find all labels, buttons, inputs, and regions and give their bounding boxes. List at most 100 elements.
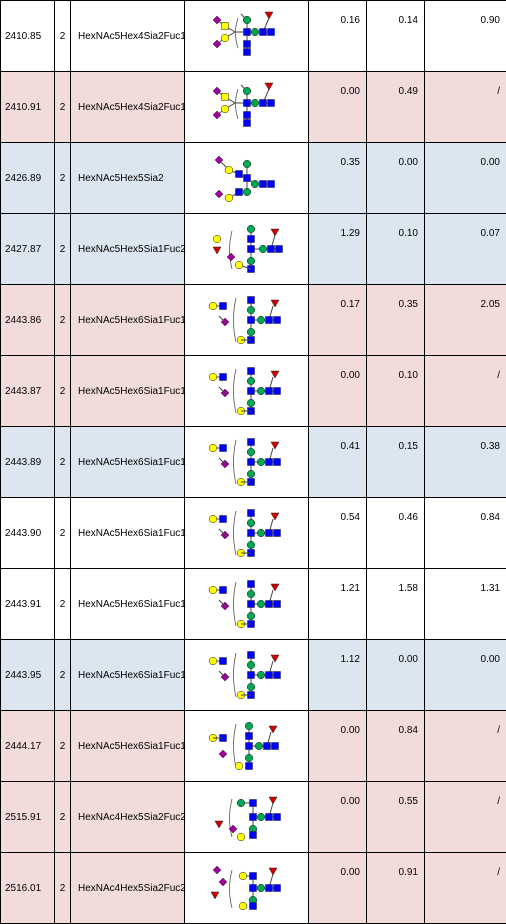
value-cell-2: 0.55 — [367, 782, 425, 853]
glycan-structure-icon — [199, 150, 295, 206]
glycan-structure-icon — [199, 718, 295, 774]
value-cell-1: 0.00 — [309, 853, 367, 924]
value-cell-3: 2.05 — [425, 285, 506, 356]
value-cell-2: 0.00 — [367, 143, 425, 214]
glycan-structure-cell — [185, 782, 309, 853]
glycan-structure-cell — [185, 356, 309, 427]
charge-cell: 2 — [55, 498, 71, 569]
composition-cell: HexNAc5Hex4Sia2Fuc1 — [71, 1, 185, 72]
glycan-structure-cell — [185, 285, 309, 356]
value-cell-1: 0.00 — [309, 356, 367, 427]
mass-cell: 2443.89 — [1, 427, 55, 498]
value-cell-2: 0.46 — [367, 498, 425, 569]
mass-cell: 2410.85 — [1, 1, 55, 72]
value-cell-2: 0.14 — [367, 1, 425, 72]
charge-cell: 2 — [55, 1, 71, 72]
composition-cell: HexNAc5Hex5Sia1Fuc2 — [71, 214, 185, 285]
composition-cell: HexNAc5Hex6Sia1Fuc1 — [71, 285, 185, 356]
mass-cell: 2427.87 — [1, 214, 55, 285]
value-cell-2: 0.10 — [367, 356, 425, 427]
value-cell-2: 0.35 — [367, 285, 425, 356]
value-cell-1: 0.00 — [309, 72, 367, 143]
value-cell-2: 0.00 — [367, 640, 425, 711]
composition-cell: HexNAc5Hex6Sia1Fuc1 — [71, 498, 185, 569]
value-cell-3: 0.00 — [425, 640, 506, 711]
glycan-structure-cell — [185, 569, 309, 640]
value-cell-2: 0.84 — [367, 711, 425, 782]
composition-cell: HexNAc5Hex4Sia2Fuc1 — [71, 72, 185, 143]
value-cell-1: 1.21 — [309, 569, 367, 640]
composition-cell: HexNAc5Hex6Sia1Fuc1 — [71, 356, 185, 427]
charge-cell: 2 — [55, 143, 71, 214]
glycan-structure-icon — [199, 576, 295, 632]
mass-cell: 2410.91 — [1, 72, 55, 143]
glycan-structure-cell — [185, 711, 309, 782]
charge-cell: 2 — [55, 640, 71, 711]
value-cell-3: 0.00 — [425, 143, 506, 214]
composition-cell: HexNAc4Hex5Sia2Fuc2 — [71, 782, 185, 853]
charge-cell: 2 — [55, 711, 71, 782]
value-cell-1: 1.12 — [309, 640, 367, 711]
value-cell-1: 0.54 — [309, 498, 367, 569]
value-cell-3: / — [425, 853, 506, 924]
mass-cell: 2443.90 — [1, 498, 55, 569]
mass-cell: 2443.86 — [1, 285, 55, 356]
glycan-structure-icon — [199, 221, 295, 277]
value-cell-1: 0.16 — [309, 1, 367, 72]
glycan-structure-icon — [199, 505, 295, 561]
charge-cell: 2 — [55, 72, 71, 143]
value-cell-2: 1.58 — [367, 569, 425, 640]
value-cell-3: 0.38 — [425, 427, 506, 498]
charge-cell: 2 — [55, 853, 71, 924]
glycan-structure-icon — [199, 292, 295, 348]
value-cell-3: / — [425, 72, 506, 143]
value-cell-3: 1.31 — [425, 569, 506, 640]
mass-cell: 2443.87 — [1, 356, 55, 427]
value-cell-3: / — [425, 711, 506, 782]
glycan-structure-cell — [185, 427, 309, 498]
glycan-structure-icon — [199, 8, 295, 64]
mass-cell: 2443.91 — [1, 569, 55, 640]
value-cell-2: 0.91 — [367, 853, 425, 924]
mass-cell: 2516.01 — [1, 853, 55, 924]
charge-cell: 2 — [55, 285, 71, 356]
composition-cell: HexNAc5Hex5Sia2 — [71, 143, 185, 214]
glycan-structure-cell — [185, 143, 309, 214]
glycan-structure-cell — [185, 1, 309, 72]
value-cell-3: / — [425, 356, 506, 427]
composition-cell: HexNAc5Hex6Sia1Fuc1 — [71, 569, 185, 640]
value-cell-1: 0.17 — [309, 285, 367, 356]
value-cell-3: 0.07 — [425, 214, 506, 285]
glycan-structure-cell — [185, 640, 309, 711]
value-cell-1: 0.41 — [309, 427, 367, 498]
value-cell-1: 0.35 — [309, 143, 367, 214]
glycan-structure-cell — [185, 498, 309, 569]
charge-cell: 2 — [55, 356, 71, 427]
mass-cell: 2426.89 — [1, 143, 55, 214]
charge-cell: 2 — [55, 427, 71, 498]
mass-cell: 2443.95 — [1, 640, 55, 711]
charge-cell: 2 — [55, 782, 71, 853]
value-cell-1: 0.00 — [309, 782, 367, 853]
composition-cell: HexNAc5Hex6Sia1Fuc1 — [71, 711, 185, 782]
value-cell-3: 0.84 — [425, 498, 506, 569]
charge-cell: 2 — [55, 569, 71, 640]
glycan-structure-icon — [199, 79, 295, 135]
value-cell-1: 0.00 — [309, 711, 367, 782]
glycan-structure-icon — [199, 647, 295, 703]
glycan-structure-cell — [185, 853, 309, 924]
value-cell-2: 0.10 — [367, 214, 425, 285]
